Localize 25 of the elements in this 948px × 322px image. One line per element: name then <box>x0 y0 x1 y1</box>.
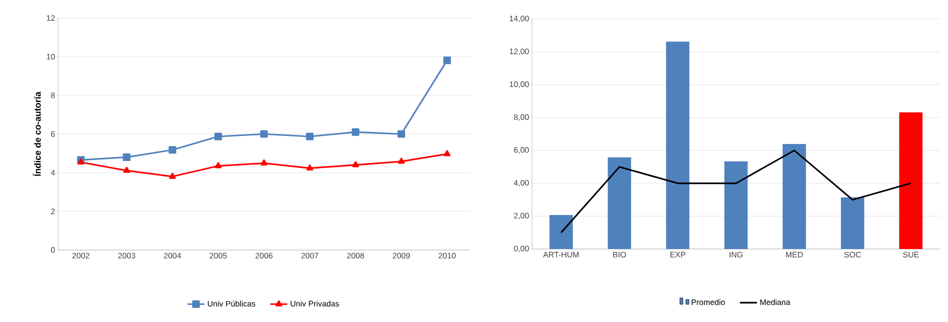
point <box>444 150 450 156</box>
bar <box>840 197 864 249</box>
bar <box>782 144 806 249</box>
point <box>306 164 314 171</box>
y-axis-title: Índice de co-autoría <box>32 92 41 176</box>
point <box>214 132 222 140</box>
point <box>169 172 176 179</box>
point <box>123 166 130 173</box>
bar <box>724 161 748 249</box>
point <box>122 153 130 161</box>
point <box>306 132 314 140</box>
bar <box>666 42 690 249</box>
line-series <box>560 150 912 234</box>
point <box>443 56 451 64</box>
point <box>352 128 360 136</box>
bar <box>899 112 923 249</box>
point <box>260 130 268 138</box>
point <box>214 162 222 168</box>
point <box>398 158 405 164</box>
point <box>260 159 268 166</box>
bar <box>549 214 573 249</box>
point <box>352 161 359 168</box>
point <box>398 130 406 138</box>
point <box>168 146 176 154</box>
bar <box>608 157 632 249</box>
